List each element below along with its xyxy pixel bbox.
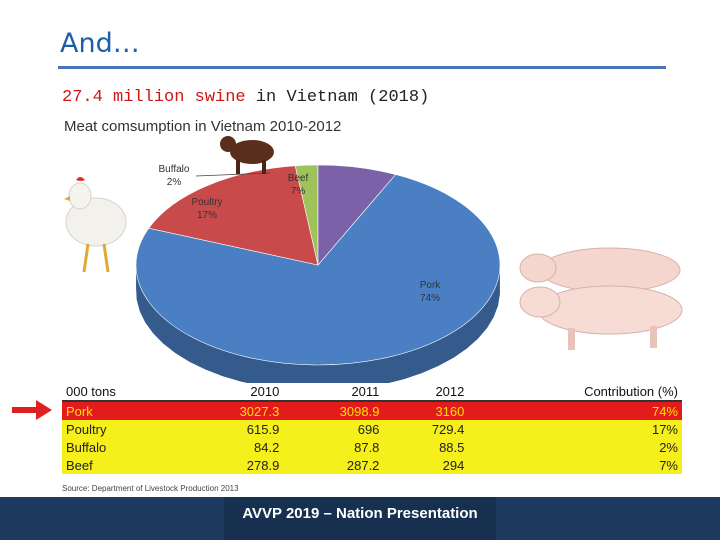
pie-value-beef: 7% — [291, 186, 306, 197]
pie-slice-beef — [317, 164, 397, 266]
table-cell: Beef — [66, 457, 93, 473]
table-cell: 87.8 — [354, 439, 380, 455]
pie-label-beef: Beef — [288, 173, 309, 184]
footer-text: AVVP 2019 – Nation Presentation — [242, 505, 478, 522]
pie-label-buffalo: Buffalo — [159, 164, 190, 175]
table-cell: 278.9 — [246, 457, 280, 473]
table-cell: Buffalo — [66, 439, 107, 455]
cow-image — [220, 136, 274, 174]
pie-label-pork: Pork — [420, 280, 442, 291]
column-header: 000 tons — [62, 383, 184, 401]
pig-image — [519, 247, 683, 350]
slide-subtitle: 27.4 million swine in Vietnam (2018) — [62, 88, 429, 107]
subtitle-rest: in Vietnam (2018) — [245, 88, 430, 107]
table-cell: Poultry — [66, 421, 107, 437]
table-cell: 74% — [651, 403, 678, 419]
pie-value-poultry: 17% — [197, 210, 217, 221]
column-header: 2010 — [183, 383, 284, 401]
slide-title: And… — [60, 28, 140, 59]
column-header: 2012 — [383, 383, 469, 401]
subtitle-highlight: 27.4 million swine — [62, 88, 246, 107]
table-cell: 615.9 — [246, 421, 280, 437]
table-row-pork: Pork 3027.3 3098.9 3160 74% — [62, 401, 682, 420]
column-header: Contribution (%) — [468, 383, 682, 401]
footer-panel — [224, 497, 496, 540]
title-divider — [58, 66, 666, 69]
table-cell: Pork — [66, 403, 93, 419]
table-cell: 84.2 — [254, 439, 280, 455]
table-cell: 729.4 — [431, 421, 465, 437]
table-cell: 696 — [357, 421, 380, 437]
table-header-row: 000 tons 2010 2011 2012 Contribution (%) — [62, 383, 682, 401]
table-row-buffalo: Buffalo 84.2 87.8 88.5 2% — [62, 438, 682, 456]
meat-consumption-table: 000 tons 2010 2011 2012 Contribution (%)… — [62, 383, 682, 474]
column-header: 2011 — [283, 383, 384, 401]
table-cell: 88.5 — [439, 439, 465, 455]
table-cell: 2% — [659, 439, 678, 455]
table-row-beef: Beef 278.9 287.2 294 7% — [62, 456, 682, 474]
table-cell: 287.2 — [346, 457, 380, 473]
buffalo-leader-line — [195, 172, 271, 177]
pie-value-pork: 74% — [420, 293, 440, 304]
table-cell: 3160 — [435, 403, 465, 419]
red-arrow-icon — [12, 400, 52, 420]
pie-value-buffalo: 2% — [167, 177, 182, 188]
chicken-image — [64, 177, 127, 273]
table-cell: 294 — [442, 457, 465, 473]
table-cell: 3027.3 — [239, 403, 280, 419]
table-cell: 7% — [659, 457, 678, 473]
pie-label-poultry: Poultry — [191, 197, 222, 208]
slide-footer: AVVP 2019 – Nation Presentation — [0, 497, 720, 540]
pie-slice-poultry — [148, 165, 319, 266]
pie-side-pork — [136, 262, 500, 391]
table-row-poultry: Poultry 615.9 696 729.4 17% — [62, 420, 682, 438]
table-source: Source: Department of Livestock Producti… — [62, 484, 239, 493]
chart-title: Meat comsumption in Vietnam 2010-2012 — [64, 118, 342, 135]
pie-slice-pork — [135, 174, 501, 366]
table-cell: 17% — [651, 421, 678, 437]
table-cell: 3098.9 — [339, 403, 380, 419]
